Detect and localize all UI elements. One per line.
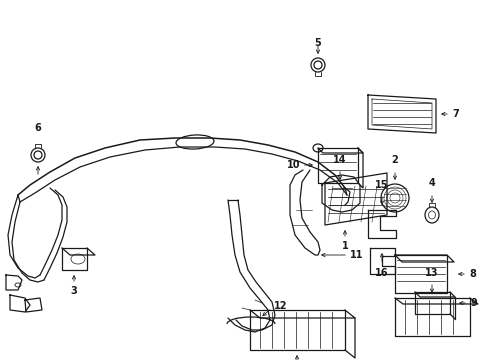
Text: 7: 7	[452, 109, 459, 119]
Text: 5: 5	[315, 38, 321, 48]
Text: 10: 10	[287, 160, 300, 170]
Text: 14: 14	[333, 155, 347, 165]
Text: 6: 6	[35, 123, 41, 133]
Text: 1: 1	[342, 241, 348, 251]
Text: 12: 12	[274, 301, 288, 311]
Text: 9: 9	[470, 298, 477, 308]
Text: 3: 3	[71, 286, 77, 296]
Text: 15: 15	[375, 180, 389, 190]
Text: 8: 8	[469, 269, 476, 279]
Text: 11: 11	[350, 250, 364, 260]
Text: 13: 13	[425, 268, 439, 278]
Text: 16: 16	[375, 268, 389, 278]
Text: 4: 4	[429, 178, 436, 188]
Text: 2: 2	[392, 155, 398, 165]
